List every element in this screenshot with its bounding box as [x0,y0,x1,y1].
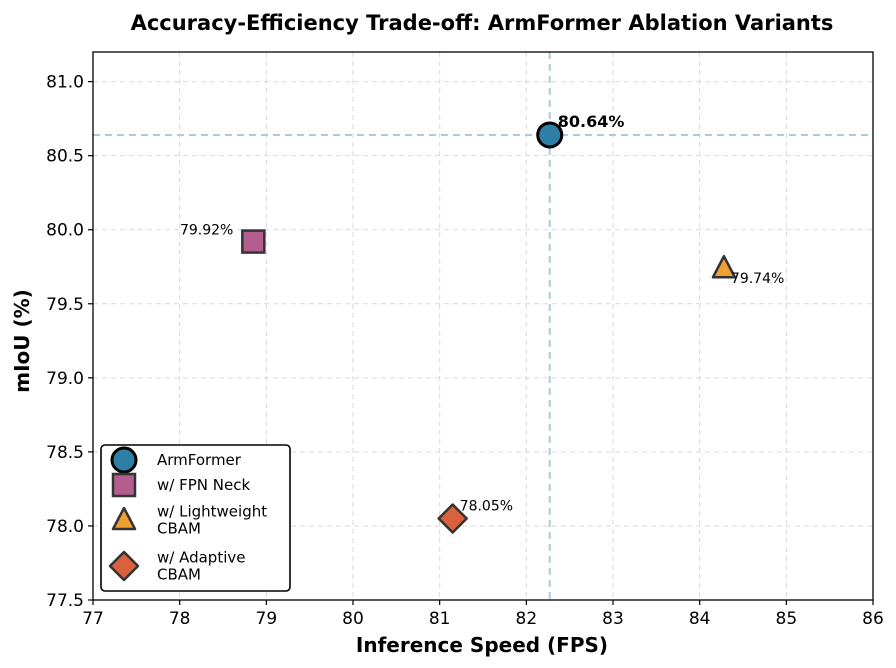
point-w-fpn-neck [241,229,266,254]
x-tick-label: 82 [516,609,538,629]
x-tick-label: 79 [256,609,278,629]
chart-title: Accuracy-Efficiency Trade-off: ArmFormer… [131,11,834,35]
y-tick-label: 80.0 [46,221,84,241]
point-w-adaptive-cbam [437,503,468,534]
y-tick-label: 78.5 [46,443,84,463]
y-tick-label: 78.0 [46,517,84,537]
x-tick-label: 78 [169,609,191,629]
point-w-lightweight-cbam [711,254,737,279]
legend-label-w-lightweight-cbam: w/ Lightweight [157,503,267,521]
data-labels: 80.64% 79.92% 79.74% 78.05% [180,112,784,515]
legend-marker-w-fpn-neck [111,472,137,498]
legend-label-w-adaptive-cbam: CBAM [157,566,201,584]
y-axis-label: mIoU (%) [10,289,34,393]
y-tick-label: 81.0 [46,73,84,93]
grid [92,52,874,601]
legend-marker-armformer [110,446,138,474]
x-tick-label: 86 [862,609,884,629]
y-tick-label: 80.5 [46,147,84,167]
x-tick-label: 83 [602,609,624,629]
y-tick-label: 77.5 [46,591,84,611]
y-axis-ticks: 77.5 78.0 78.5 79.0 79.5 80.0 80.5 81.0 [46,73,93,611]
plot-frame [92,51,874,601]
reference-lines [93,52,873,600]
legend-label-w-adaptive-cbam: w/ Adaptive [157,549,245,567]
y-tick-label: 79.5 [46,295,84,315]
data-label-armformer: 80.64% [558,112,625,131]
x-axis-label: Inference Speed (FPS) [356,633,608,657]
x-tick-label: 81 [429,609,451,629]
legend-marker-w-adaptive-cbam [108,550,140,582]
legend-label-w-lightweight-cbam: CBAM [157,520,201,538]
data-points [241,121,737,534]
x-tick-label: 84 [689,609,711,629]
x-tick-label: 77 [82,609,104,629]
x-axis-ticks: 77 78 79 80 81 82 83 84 85 86 [82,600,884,629]
data-label-w-lightweight-cbam: 79.74% [731,271,784,287]
data-label-w-adaptive-cbam: 78.05% [460,499,513,515]
legend-label-w-fpn-neck: w/ FPN Neck [157,476,250,494]
point-armformer [536,121,564,149]
data-label-w-fpn-neck: 79.92% [180,223,233,239]
legend-box [100,444,291,592]
y-tick-label: 79.0 [46,369,84,389]
x-tick-label: 80 [342,609,364,629]
legend-marker-w-lightweight-cbam [111,506,137,531]
legend-label-armformer: ArmFormer [157,451,242,469]
x-tick-label: 85 [776,609,798,629]
